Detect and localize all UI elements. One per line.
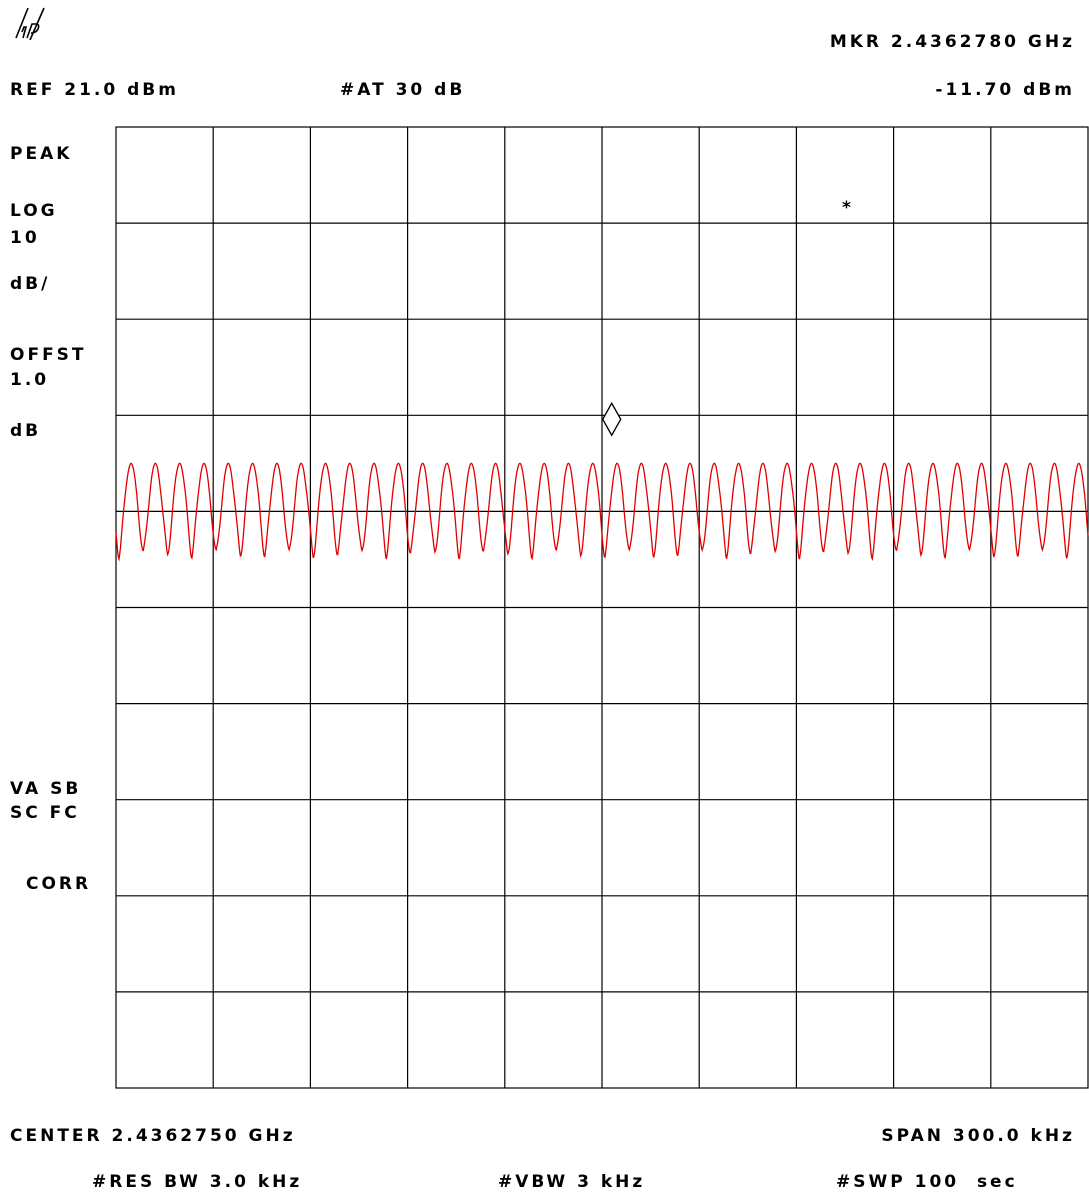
scale-unit: dB/ bbox=[10, 274, 51, 294]
graticule bbox=[115, 126, 1089, 1089]
va-sb-label: VA SB bbox=[10, 779, 82, 799]
sc-fc-label: SC FC bbox=[10, 803, 80, 823]
marker-frequency: MKR 2.4362780 GHz bbox=[829, 32, 1075, 52]
resolution-bandwidth: #RES BW 3.0 kHz bbox=[92, 1172, 303, 1192]
attenuation: #AT 30 dB bbox=[340, 80, 466, 100]
offset-value: 1.0 bbox=[10, 370, 50, 390]
trace-layer bbox=[115, 462, 1089, 562]
reference-level: REF 21.0 dBm bbox=[10, 80, 179, 100]
marker-diamond-icon bbox=[601, 401, 622, 437]
star-annotation: * bbox=[842, 198, 854, 218]
scale-value: 10 bbox=[10, 228, 40, 248]
sweep-time: #SWP 100 sec bbox=[836, 1172, 1018, 1192]
center-frequency: CENTER 2.4362750 GHz bbox=[10, 1126, 296, 1146]
detector-mode: PEAK bbox=[10, 144, 73, 164]
marker-layer bbox=[601, 401, 622, 437]
marker-level: -11.70 dBm bbox=[935, 80, 1075, 100]
offset-label: OFFST bbox=[10, 345, 87, 365]
video-bandwidth: #VBW 3 kHz bbox=[498, 1172, 646, 1192]
frequency-span: SPAN 300.0 kHz bbox=[881, 1126, 1075, 1146]
correction-label: CORR bbox=[26, 874, 92, 894]
offset-unit: dB bbox=[10, 421, 42, 441]
scale-log: LOG bbox=[10, 201, 58, 221]
hp-logo-icon bbox=[15, 7, 45, 40]
signal-trace bbox=[115, 462, 1089, 562]
